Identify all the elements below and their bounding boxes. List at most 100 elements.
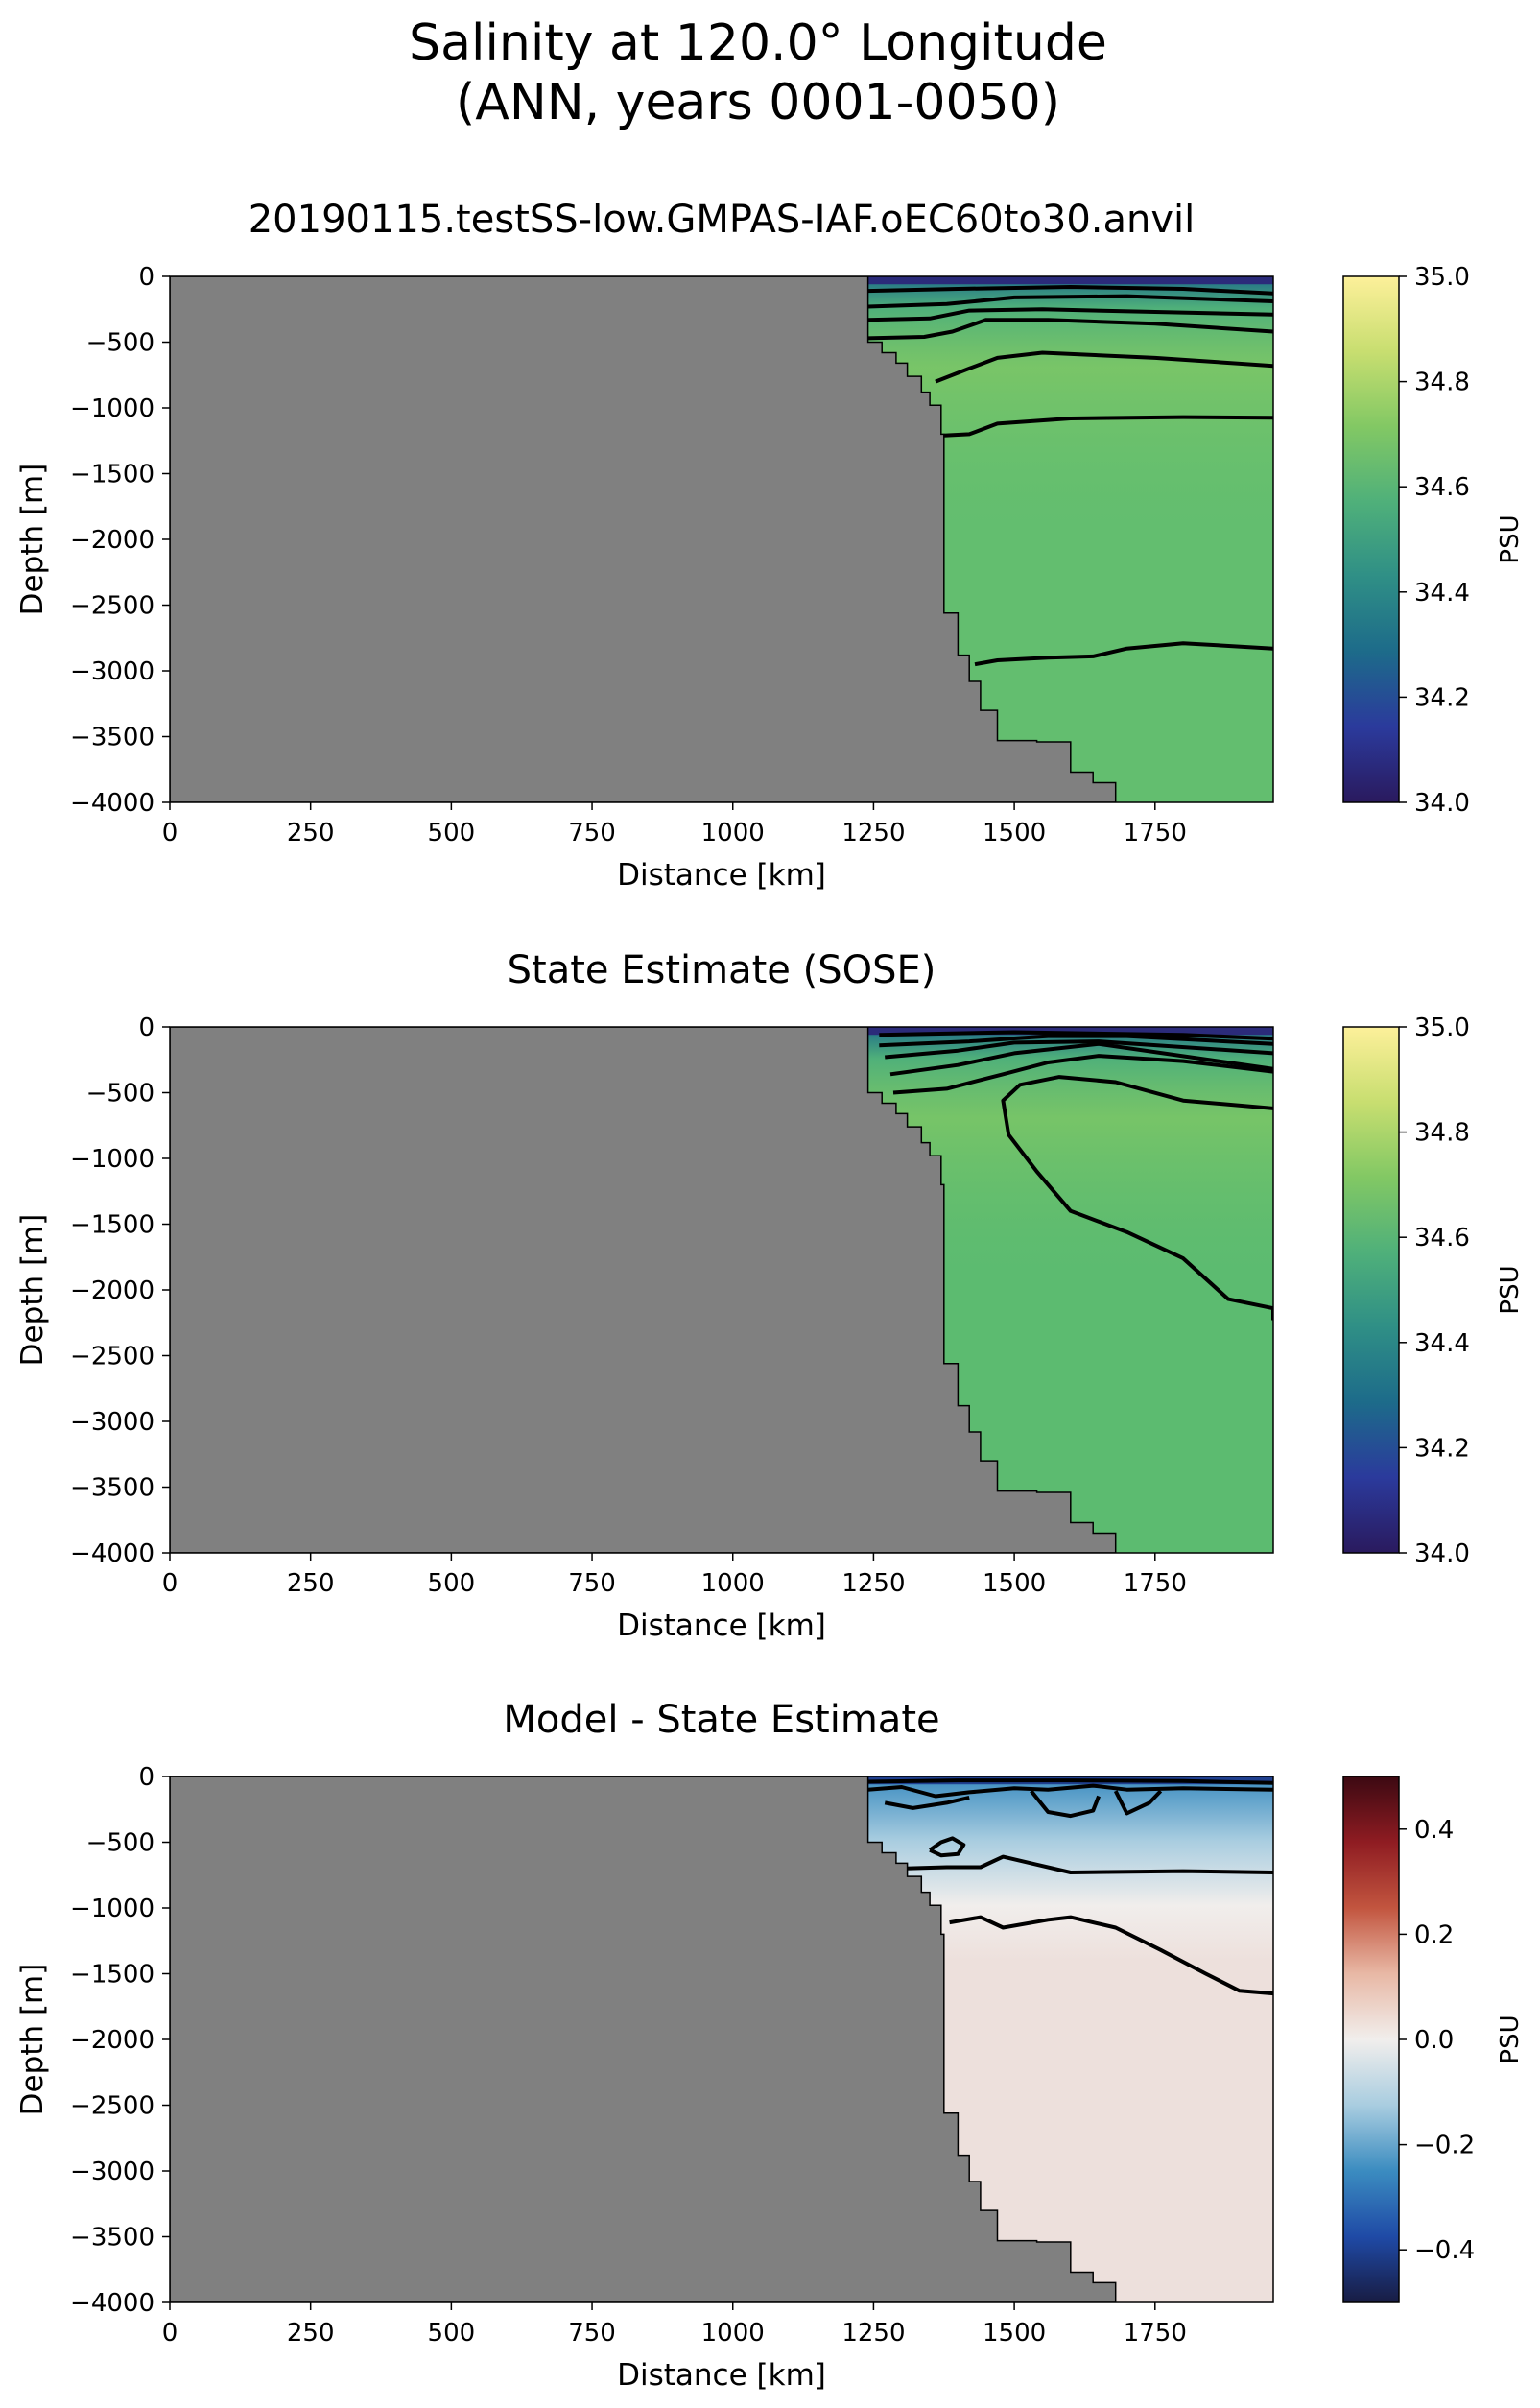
y-tick-label: 0 [138,1763,154,1792]
contour-line-5 [1113,1789,1163,1816]
y-tick-label: −500 [86,329,154,358]
land-mask [170,276,1117,802]
colorbar-tick-label: 34.0 [1414,1539,1470,1568]
y-tick-label: −3500 [70,1474,154,1503]
surface-layer [867,276,1273,285]
x-tick-label: 500 [428,819,476,847]
contour-line-8 [949,1915,1273,1996]
contour-line-3 [867,307,1273,322]
chart-panel-2: State Estimate (SOSE) 0 250 500 750 1000 1250 1… [15,948,1525,1643]
x-tick-label: 500 [428,2319,476,2348]
y-tick-label: −2000 [70,526,154,555]
surface-layer [867,1027,1273,1036]
land-mask [170,1776,1117,2302]
y-tick-label: −1000 [70,1895,154,1923]
x-tick-label: 1000 [701,819,765,847]
contour-line-6 [1001,1075,1273,1321]
colorbar-bar [1342,275,1400,803]
x-tick-label: 1250 [841,819,905,847]
x-axis-label: Distance [km] [617,1609,826,1643]
y-tick-label: −3500 [70,2224,154,2253]
y-tick-label: −2500 [70,1343,154,1371]
y-tick-label: −1000 [70,394,154,423]
x-tick-label: 250 [287,2319,335,2348]
contour-line-5 [935,350,1273,384]
x-tick-label: 1000 [701,1569,765,1598]
y-axis-label: Depth [m] [15,464,50,616]
x-axis-label: Distance [km] [617,858,826,893]
y-tick-label: −3500 [70,724,154,752]
colorbar-tick-label: 34.8 [1414,1119,1470,1148]
colorbar-tick-label: 34.8 [1414,369,1470,397]
chart-title: Model - State Estimate [503,1698,939,1742]
y-tick-label: −3000 [70,2158,154,2186]
colorbar-tick-label: 35.0 [1414,1013,1470,1042]
colorbar-tick-label: 34.0 [1414,789,1470,818]
x-tick-label: 1750 [1124,819,1187,847]
y-tick-label: −2000 [70,2026,154,2055]
colorbar: 34.0 34.2 34.4 34.6 34.8 35.0 PSU [1342,1013,1525,1568]
colorbar-bar [1342,1776,1400,2303]
contour-line-2 [867,1783,1273,1799]
x-tick-label: 1500 [983,819,1046,847]
contour-line-6 [928,1836,966,1858]
colorbar-tick-label: 34.4 [1414,1329,1470,1358]
colorbar-tick-label: −0.4 [1414,2236,1475,2265]
x-tick-label: 0 [162,2319,178,2348]
y-tick-label: −500 [86,1080,154,1109]
y-axis-label: Depth [m] [15,1964,50,2116]
colorbar-tick-label: 0.4 [1414,1816,1454,1845]
x-tick-label: 0 [162,1569,178,1598]
colorbar-tick-label: 34.2 [1414,683,1470,712]
y-tick-label: −1500 [70,1211,154,1240]
contour-line-3 [884,1795,970,1810]
x-tick-label: 500 [428,1569,476,1598]
colorbar-tick-label: 0.0 [1414,2026,1454,2055]
y-axis-label: Depth [m] [15,1214,50,1367]
y-tick-label: −3000 [70,657,154,686]
y-tick-label: −2000 [70,1276,154,1305]
plot-area [170,276,1273,802]
colorbar-bar [1342,1026,1400,1554]
contour-line-5 [892,1054,1273,1095]
y-tick-label: −500 [86,1829,154,1858]
colorbar-tick-label: 34.6 [1414,1224,1470,1252]
y-tick-label: −1000 [70,1145,154,1174]
y-tick-label: −1500 [70,1961,154,1990]
chart-title: 20190115.testSS-low.GMPAS-IAF.oEC60to30.… [249,198,1196,242]
colorbar-tick-label: 34.6 [1414,473,1470,502]
land-mask [170,1027,1117,1553]
x-tick-label: 250 [287,819,335,847]
y-tick-label: −4000 [70,789,154,818]
chart-title: State Estimate (SOSE) [508,948,936,992]
x-tick-label: 1500 [983,2319,1046,2348]
x-tick-label: 250 [287,1569,335,1598]
contour-line-7 [901,1854,1273,1874]
x-tick-label: 1250 [841,2319,905,2348]
contour-line-4 [1030,1789,1101,1819]
x-tick-label: 750 [568,2319,616,2348]
x-tick-label: 0 [162,819,178,847]
colorbar-tick-label: 34.2 [1414,1434,1470,1463]
y-tick-label: −1500 [70,461,154,489]
figure-title-line1: Salinity at 120.0° Longitude [409,14,1107,72]
contour-line-4 [889,1041,1273,1077]
contour-line-3 [885,1039,1273,1060]
y-tick-label: 0 [138,1013,154,1042]
contour-line-2 [879,1034,1273,1048]
colorbar-tick-label: −0.2 [1414,2132,1475,2160]
x-tick-label: 750 [568,1569,616,1598]
contour-line-1 [867,285,1273,296]
colorbar: 34.0 34.2 34.4 34.6 34.8 35.0 PSU [1342,263,1525,818]
contour-line-6 [943,415,1273,438]
contour-line-2 [867,294,1273,309]
x-tick-label: 1000 [701,2319,765,2348]
x-tick-label: 1750 [1124,2319,1187,2348]
colorbar: −0.4 −0.2 0.0 0.2 0.4 PSU [1342,1776,1525,2303]
plot-area [170,1027,1273,1553]
contour-line-1 [879,1030,1273,1041]
colorbar-tick-label: 34.4 [1414,579,1470,608]
y-tick-label: −2500 [70,592,154,621]
figure-title-line2: (ANN, years 0001-0050) [456,74,1060,131]
y-tick-label: −2500 [70,2092,154,2121]
